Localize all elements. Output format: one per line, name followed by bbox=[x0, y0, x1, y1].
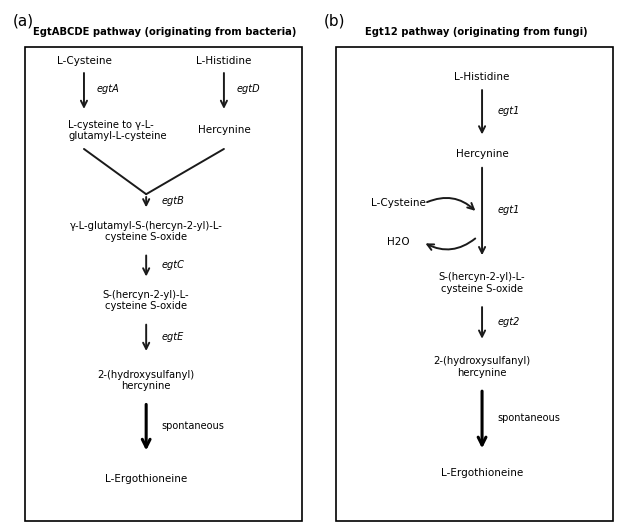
Text: egt1: egt1 bbox=[498, 205, 520, 215]
Text: Egt12 pathway (originating from fungi): Egt12 pathway (originating from fungi) bbox=[364, 27, 587, 37]
Text: Hercynine: Hercynine bbox=[198, 126, 250, 135]
Text: S-(hercyn-2-yl)-L-
cysteine S-oxide: S-(hercyn-2-yl)-L- cysteine S-oxide bbox=[439, 272, 526, 294]
Text: egtC: egtC bbox=[162, 260, 185, 270]
FancyBboxPatch shape bbox=[25, 47, 302, 521]
Text: L-cysteine to γ-L-
glutamyl-L-cysteine: L-cysteine to γ-L- glutamyl-L-cysteine bbox=[68, 120, 167, 141]
FancyArrowPatch shape bbox=[427, 198, 474, 210]
Text: (a): (a) bbox=[12, 13, 34, 28]
Text: L-Ergothioneine: L-Ergothioneine bbox=[441, 469, 523, 478]
FancyBboxPatch shape bbox=[336, 47, 613, 521]
FancyArrowPatch shape bbox=[427, 238, 475, 250]
Text: spontaneous: spontaneous bbox=[498, 413, 560, 422]
Text: egt2: egt2 bbox=[498, 317, 520, 327]
Text: L-Cysteine: L-Cysteine bbox=[57, 56, 111, 66]
Text: H2O: H2O bbox=[387, 237, 409, 247]
Text: L-Ergothioneine: L-Ergothioneine bbox=[105, 474, 187, 484]
Text: (b): (b) bbox=[323, 13, 345, 28]
Text: 2-(hydroxysulfanyl)
hercynine: 2-(hydroxysulfanyl) hercynine bbox=[98, 370, 195, 391]
Text: egtB: egtB bbox=[162, 196, 185, 206]
Text: spontaneous: spontaneous bbox=[162, 421, 225, 430]
Text: L-Cysteine: L-Cysteine bbox=[371, 198, 425, 208]
Text: L-Histidine: L-Histidine bbox=[196, 56, 252, 66]
Text: S-(hercyn-2-yl)-L-
cysteine S-oxide: S-(hercyn-2-yl)-L- cysteine S-oxide bbox=[103, 290, 190, 311]
Text: egt1: egt1 bbox=[498, 106, 520, 115]
Text: EgtABCDE pathway (originating from bacteria): EgtABCDE pathway (originating from bacte… bbox=[33, 27, 297, 37]
Text: L-Histidine: L-Histidine bbox=[454, 72, 510, 82]
Text: 2-(hydroxysulfanyl)
hercynine: 2-(hydroxysulfanyl) hercynine bbox=[434, 356, 531, 378]
Text: egtD: egtD bbox=[236, 85, 260, 94]
Text: γ-L-glutamyl-S-(hercyn-2-yl)-L-
cysteine S-oxide: γ-L-glutamyl-S-(hercyn-2-yl)-L- cysteine… bbox=[70, 221, 223, 242]
Text: egtA: egtA bbox=[96, 85, 119, 94]
Text: egtE: egtE bbox=[162, 332, 184, 342]
Text: Hercynine: Hercynine bbox=[456, 149, 508, 159]
